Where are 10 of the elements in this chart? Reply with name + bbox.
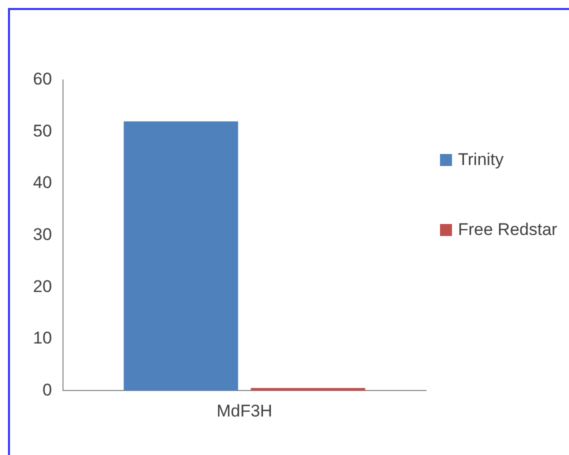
x-tick-label: MdF3H	[216, 401, 272, 420]
legend-label: Trinity	[458, 150, 504, 170]
y-tick-label: 40	[32, 173, 52, 192]
y-tick-label: 20	[32, 276, 52, 296]
y-tick-label: 0	[42, 380, 52, 400]
y-tick-label: 30	[32, 224, 52, 244]
y-tick-label: 50	[32, 121, 52, 140]
legend-label: Free Redstar	[458, 220, 558, 240]
y-tick-label: 60	[32, 70, 52, 89]
y-tick-label: 10	[32, 328, 52, 348]
